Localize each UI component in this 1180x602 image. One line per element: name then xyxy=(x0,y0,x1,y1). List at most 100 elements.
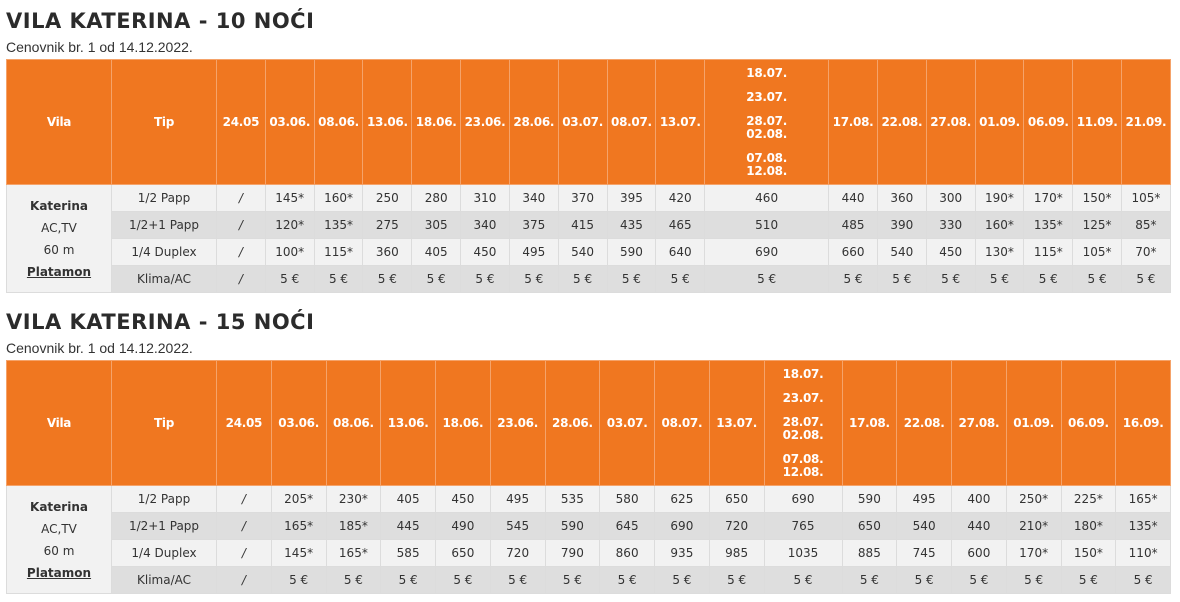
price-cell: 115* xyxy=(313,238,364,266)
price-cell: 205* xyxy=(270,485,327,513)
price-cell: 100* xyxy=(264,238,315,266)
header-date: 27.08. xyxy=(925,59,976,185)
room-type-cell: 1/2 Papp xyxy=(111,184,217,212)
header-date: 28.06. xyxy=(508,59,559,185)
header-date: 23.07. xyxy=(782,390,824,405)
price-cell: 145* xyxy=(270,539,327,567)
header-date: 23.07. xyxy=(746,89,787,104)
table-row: 1/2+1 Papp/165* 185* 445 490 545 590 645 690 720… xyxy=(7,512,1171,540)
header-date: 13.07. xyxy=(655,59,706,185)
room-type-cell: 1/4 Duplex xyxy=(111,539,217,567)
price-cell: 5 € xyxy=(599,566,655,594)
price-cell: 5 € xyxy=(876,265,927,293)
price-cell: 450 xyxy=(460,238,510,266)
table-row: Klima/AC/5 €5 €5 €5 €5 €5 €5 €5 €5 €5 €5… xyxy=(7,566,1171,594)
header-date: 22.08. xyxy=(896,360,952,486)
table-row: Katerina AC,TV 60 m Platamon 1/2 Papp/205* 23… xyxy=(6,485,1171,594)
price-cell: 440 xyxy=(828,184,878,212)
price-cell: 535 xyxy=(544,485,601,513)
price-cell: 5 € xyxy=(411,265,462,293)
header-date: 08.06. xyxy=(325,360,382,486)
table-row: Klima/AC/5 €5 €5 €5 €5 €5 €5 €5 €5 €5 €5… xyxy=(7,265,1171,293)
price-cell: 190* xyxy=(974,184,1025,212)
header-date: 13.07. xyxy=(708,360,765,486)
price-cell: 5 € xyxy=(508,265,559,293)
location-link[interactable]: Platamon xyxy=(26,565,92,580)
price-cell: 360 xyxy=(362,238,413,266)
price-cell: 5 € xyxy=(270,566,327,594)
table-row: 1/4 Duplex/100* 115* 360 405 450 495 540 590 640… xyxy=(7,238,1171,266)
price-cell: 495 xyxy=(508,238,559,266)
price-cell: 310 xyxy=(460,184,510,212)
header-row: Vila Tip 24.05 03.06. 08.06. 13.06. 18.06. 23.0… xyxy=(6,59,1171,185)
price-cell: / xyxy=(216,566,272,594)
room-type-cell: 1/2+1 Papp xyxy=(111,512,217,540)
header-date: 28.06. xyxy=(544,360,601,486)
price-cell: 5 € xyxy=(974,265,1025,293)
header-date: 18.06. xyxy=(435,360,491,486)
price-cell: 160* xyxy=(313,184,364,212)
header-tip: Tip xyxy=(111,59,217,185)
header-date: 16.09. xyxy=(1115,360,1171,486)
header-date: 24.05 xyxy=(216,59,266,185)
price-cell: 765 xyxy=(763,512,843,540)
header-date: 03.07. xyxy=(557,59,608,185)
price-cell: 590 xyxy=(841,485,898,513)
price-cell: 225* xyxy=(1060,485,1117,513)
price-cell: / xyxy=(216,184,266,212)
price-cell: 390 xyxy=(876,211,927,239)
price-cell: / xyxy=(216,485,272,513)
price-cell: 280 xyxy=(411,184,462,212)
price-cell: 885 xyxy=(841,539,898,567)
price-cell: 5 € xyxy=(896,566,952,594)
price-cell: / xyxy=(216,238,266,266)
header-date: 07.08. xyxy=(746,150,787,165)
price-cell: 415 xyxy=(557,211,608,239)
price-cell: 510 xyxy=(704,211,830,239)
price-cell: 5 € xyxy=(828,265,878,293)
section-subtitle: Cenovnik br. 1 od 14.12.2022. xyxy=(6,340,193,356)
price-cell: 85* xyxy=(1121,211,1171,239)
price-cell: 590 xyxy=(606,238,657,266)
price-cell: 70* xyxy=(1121,238,1171,266)
table-row: 1/2+1 Papp/120* 135* 275 305 340 375 415 435 465… xyxy=(7,211,1171,239)
price-cell: 460 xyxy=(704,184,830,212)
header-date: 27.08. xyxy=(951,360,1007,486)
header-date: 01.09. xyxy=(974,59,1025,185)
price-cell: 625 xyxy=(654,485,710,513)
header-date: 18.06. xyxy=(411,59,462,185)
header-date: 03.06. xyxy=(270,360,327,486)
price-cell: 650 xyxy=(435,539,491,567)
price-cell: 585 xyxy=(380,539,436,567)
price-cell: 105* xyxy=(1121,184,1171,212)
price-cell: 400 xyxy=(951,485,1007,513)
location-link[interactable]: Platamon xyxy=(26,264,92,279)
price-cell: 5 € xyxy=(544,566,601,594)
price-cell: 340 xyxy=(460,211,510,239)
header-date: 01.09. xyxy=(1005,360,1062,486)
price-cell: 745 xyxy=(896,539,952,567)
price-cell: 340 xyxy=(508,184,559,212)
price-cell: 540 xyxy=(557,238,608,266)
price-cell: 720 xyxy=(489,539,546,567)
price-cell: 110* xyxy=(1115,539,1171,567)
price-table-15-nights: Vila Tip 24.05 03.06. 08.06. 13.06. 18.06. 23.0… xyxy=(6,360,1171,594)
price-cell: 450 xyxy=(435,485,491,513)
header-date: 18.07. xyxy=(746,65,787,80)
header-date: 03.07. xyxy=(599,360,655,486)
price-cell: 165* xyxy=(325,539,382,567)
section-title: VILA KATERINA - 10 NOĆI xyxy=(6,9,315,33)
price-cell: 600 xyxy=(951,539,1007,567)
header-date: 24.05 xyxy=(216,360,272,486)
price-cell: 405 xyxy=(380,485,436,513)
price-cell: 375 xyxy=(508,211,559,239)
header-date: 28.07. xyxy=(746,113,787,128)
price-cell: / xyxy=(216,539,272,567)
price-cell: 5 € xyxy=(460,265,510,293)
price-cell: 540 xyxy=(896,512,952,540)
price-cell: 650 xyxy=(708,485,765,513)
price-cell: 360 xyxy=(876,184,927,212)
header-date: 07.08. xyxy=(782,451,824,466)
header-date: 06.09. xyxy=(1060,360,1117,486)
price-cell: 5 € xyxy=(708,566,765,594)
